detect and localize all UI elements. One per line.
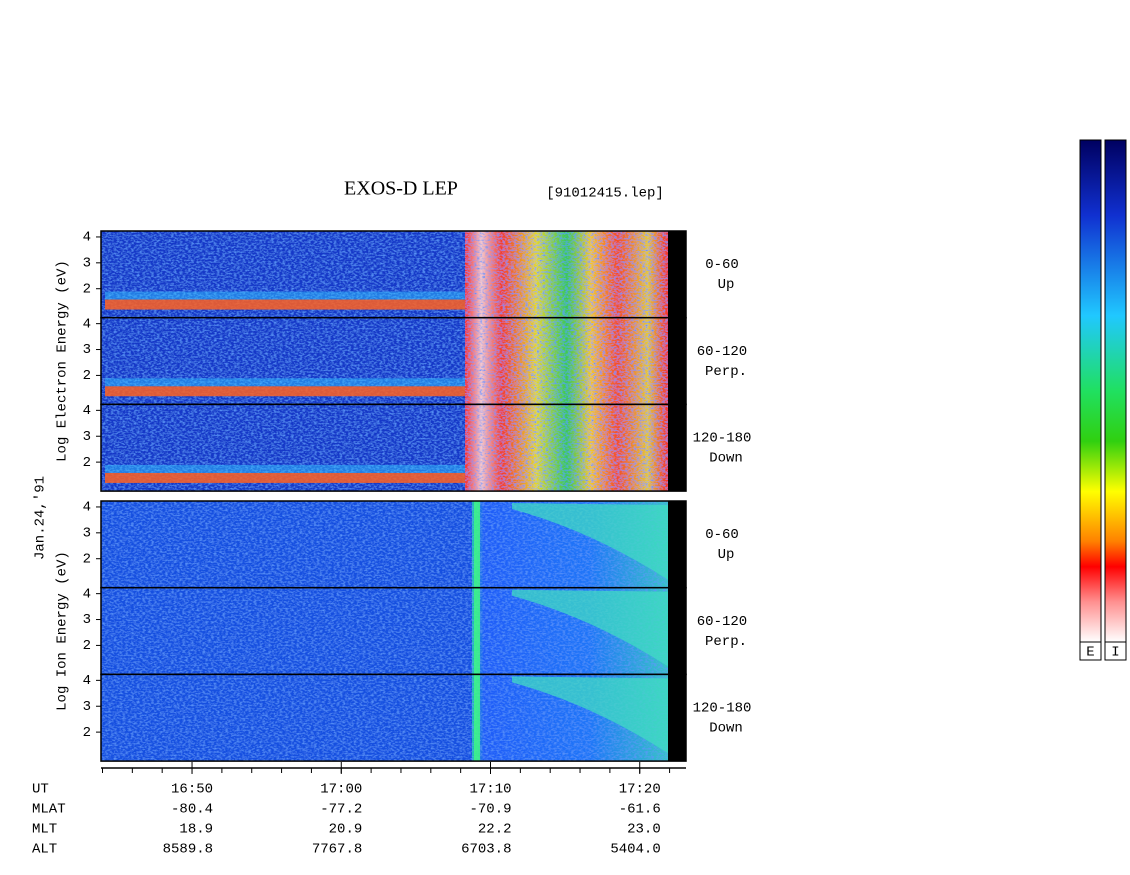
ion-spike <box>474 501 480 588</box>
ephemeris-label: MLT <box>32 822 57 838</box>
y-tick-label: 4 <box>83 403 91 419</box>
low-energy-glow <box>105 378 465 387</box>
colorbar-label: E <box>1086 645 1094 661</box>
y-tick-label: 3 <box>83 342 91 358</box>
ion-band <box>512 503 668 580</box>
colorbar <box>1104 139 1127 643</box>
no-data <box>668 404 686 492</box>
panel-range: 60-120 <box>697 344 747 360</box>
ephemeris-value: -70.9 <box>469 802 511 818</box>
ephemeris-value: 23.0 <box>627 822 661 838</box>
chart-title: EXOS-D LEP <box>344 178 458 200</box>
date-label: Jan.24,'91 <box>33 476 49 560</box>
panel-direction: Down <box>709 450 743 466</box>
file-label: [91012415.lep] <box>546 186 664 202</box>
y-axis-label: Log Electron Energy (eV) <box>55 260 71 462</box>
y-tick-label: 2 <box>83 368 91 384</box>
ion-band <box>512 676 668 754</box>
ephemeris-value: 18.9 <box>179 822 213 838</box>
ephemeris-value: -77.2 <box>320 802 362 818</box>
y-tick-label: 4 <box>83 316 91 332</box>
x-tick-label: 17:20 <box>619 782 661 798</box>
colorbar <box>1079 139 1102 643</box>
ion-spike <box>474 674 480 762</box>
y-tick-label: 2 <box>83 281 91 297</box>
ephemeris-value: 8589.8 <box>163 842 213 858</box>
ephemeris-value: 22.2 <box>478 822 512 838</box>
ion-band <box>512 589 668 667</box>
y-tick-label: 3 <box>83 429 91 445</box>
y-tick-label: 2 <box>83 638 91 654</box>
y-tick-label: 3 <box>83 612 91 628</box>
ephemeris-label: ALT <box>32 842 57 858</box>
y-tick-label: 4 <box>83 500 91 516</box>
ephemeris-label: MLAT <box>32 802 66 818</box>
panel-range: 120-180 <box>693 700 752 716</box>
colorbar-label-box <box>1104 641 1127 661</box>
ephemeris-value: 20.9 <box>329 822 363 838</box>
y-tick-label: 4 <box>83 586 91 602</box>
low-energy-band <box>105 472 465 483</box>
ephemeris-value: 7767.8 <box>312 842 362 858</box>
ephemeris-value: -61.6 <box>619 802 661 818</box>
no-data <box>668 587 686 675</box>
no-data <box>668 501 686 588</box>
panel-range: 0-60 <box>705 527 739 543</box>
low-energy-band <box>105 299 465 310</box>
ion-spike <box>474 587 480 675</box>
panel-direction: Perp. <box>705 364 747 380</box>
low-energy-glow <box>105 464 465 473</box>
ephemeris-value: -80.4 <box>171 802 213 818</box>
y-tick-label: 4 <box>83 230 91 246</box>
panel-range: 0-60 <box>705 257 739 273</box>
hot-region <box>465 317 668 405</box>
x-tick-label: 16:50 <box>171 782 213 798</box>
colorbar-label-box <box>1079 641 1102 661</box>
x-tick-label: 17:00 <box>320 782 362 798</box>
colorbar-label: I <box>1111 645 1119 661</box>
ephemeris-value: 5404.0 <box>610 842 660 858</box>
no-data <box>668 231 686 318</box>
panel-direction: Up <box>718 277 735 293</box>
y-axis-label: Log Ion Energy (eV) <box>55 551 71 711</box>
y-tick-label: 4 <box>83 673 91 689</box>
x-axis-label: UT <box>32 782 49 798</box>
no-data <box>668 674 686 762</box>
panel-range: 120-180 <box>693 430 752 446</box>
y-tick-label: 2 <box>83 455 91 471</box>
no-data <box>668 317 686 405</box>
panel-range: 60-120 <box>697 614 747 630</box>
hot-region <box>465 231 668 318</box>
y-tick-label: 3 <box>83 699 91 715</box>
ephemeris-value: 6703.8 <box>461 842 511 858</box>
panel-direction: Perp. <box>705 634 747 650</box>
x-tick-label: 17:10 <box>469 782 511 798</box>
panel-direction: Down <box>709 720 743 736</box>
y-tick-label: 3 <box>83 256 91 272</box>
y-tick-label: 2 <box>83 725 91 741</box>
low-energy-glow <box>105 291 465 300</box>
panel-direction: Up <box>718 547 735 563</box>
low-energy-band <box>105 386 465 397</box>
hot-region <box>465 404 668 492</box>
y-tick-label: 3 <box>83 526 91 542</box>
y-tick-label: 2 <box>83 551 91 567</box>
